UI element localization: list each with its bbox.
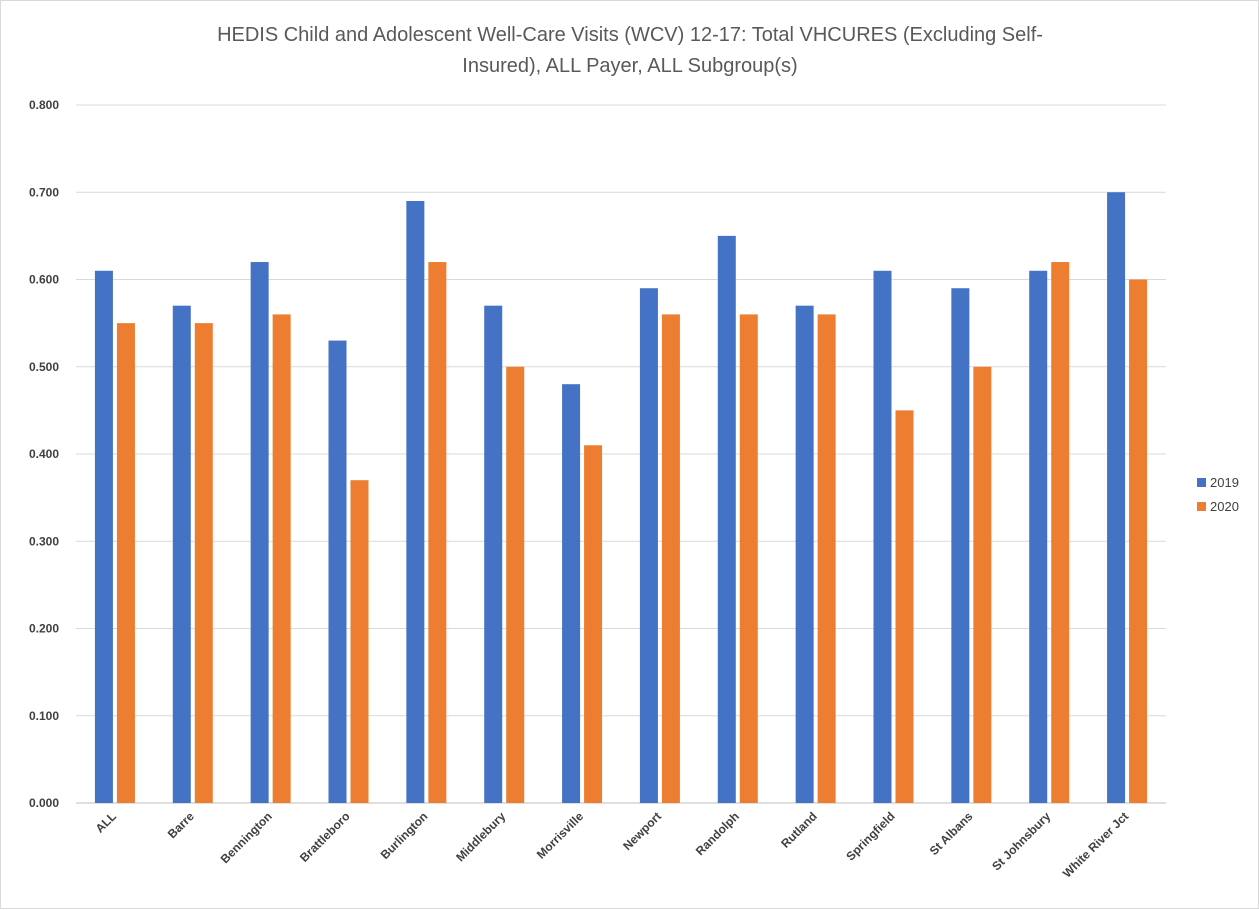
bar-2020 (194, 323, 213, 803)
bar-2020 (739, 314, 758, 803)
x-tick-label: Springfield (843, 809, 897, 863)
y-tick-label: 0.800 (29, 98, 59, 112)
bars (94, 192, 1148, 804)
x-tick-label: Morrisville (534, 809, 587, 862)
bar-2019 (562, 384, 581, 803)
bar-2019 (250, 262, 269, 803)
y-axis-ticks: 0.000 0.100 0.200 0.300 0.400 0.500 0.600 0.700… (29, 98, 59, 810)
legend-swatch-2019 (1197, 478, 1206, 487)
x-tick-label: Rutland (778, 809, 819, 850)
bar-2020 (584, 445, 603, 803)
x-axis-ticks: ALL Barre Bennington Brattleboro Burlington M… (93, 809, 1132, 880)
bar-2020 (116, 323, 135, 803)
bar-2020 (973, 366, 992, 803)
bar-2019 (873, 270, 892, 803)
y-tick-label: 0.700 (29, 185, 59, 199)
y-tick-label: 0.200 (29, 622, 59, 636)
legend: 2019 2020 (1197, 475, 1239, 514)
bar-2020 (1051, 262, 1070, 803)
chart-title: HEDIS Child and Adolescent Well-Care Vis… (217, 24, 1043, 77)
y-tick-label: 0.500 (29, 360, 59, 374)
bar-2020 (1129, 279, 1148, 803)
bar-2020 (272, 314, 291, 803)
bar-2019 (172, 305, 191, 803)
bar-2019 (795, 305, 814, 803)
legend-swatch-2020 (1197, 502, 1206, 511)
bar-2019 (328, 340, 347, 803)
bar-2020 (817, 314, 836, 803)
chart-title-line-1: HEDIS Child and Adolescent Well-Care Vis… (217, 24, 1043, 46)
bar-2020 (428, 262, 447, 803)
bar-2020 (895, 410, 914, 803)
x-tick-label: Brattleboro (297, 809, 353, 865)
x-tick-label: Burlington (378, 809, 431, 862)
x-tick-label: St Albans (927, 809, 976, 858)
x-tick-label: Bennington (218, 809, 275, 866)
bar-2019 (951, 288, 970, 804)
x-tick-label: Newport (620, 809, 664, 853)
x-tick-label: St Johnsbury (989, 809, 1053, 873)
gridlines (76, 104, 1166, 804)
y-tick-label: 0.000 (29, 796, 59, 810)
x-tick-label: Middlebury (453, 809, 508, 864)
y-tick-label: 0.600 (29, 273, 59, 287)
x-tick-label: White River Jct (1060, 809, 1131, 880)
chart-title-line-2: Insured), ALL Payer, ALL Subgroup(s) (462, 55, 797, 77)
y-tick-label: 0.100 (29, 709, 59, 723)
bar-2019 (94, 270, 113, 803)
x-tick-label: ALL (93, 809, 119, 835)
bar-2020 (661, 314, 680, 803)
bar-2019 (484, 305, 503, 803)
legend-label-2019: 2019 (1210, 475, 1239, 490)
y-tick-label: 0.300 (29, 534, 59, 548)
x-tick-label: Barre (165, 809, 197, 841)
bar-2019 (406, 200, 425, 804)
bar-2019 (1029, 270, 1048, 803)
bar-2020 (506, 366, 525, 803)
x-tick-label: Randolph (693, 809, 742, 858)
bar-2019 (639, 288, 658, 804)
bar-2020 (350, 480, 369, 803)
bar-2019 (1107, 192, 1126, 803)
y-tick-label: 0.400 (29, 447, 59, 461)
bar-2019 (717, 235, 736, 803)
legend-label-2020: 2020 (1210, 499, 1239, 514)
